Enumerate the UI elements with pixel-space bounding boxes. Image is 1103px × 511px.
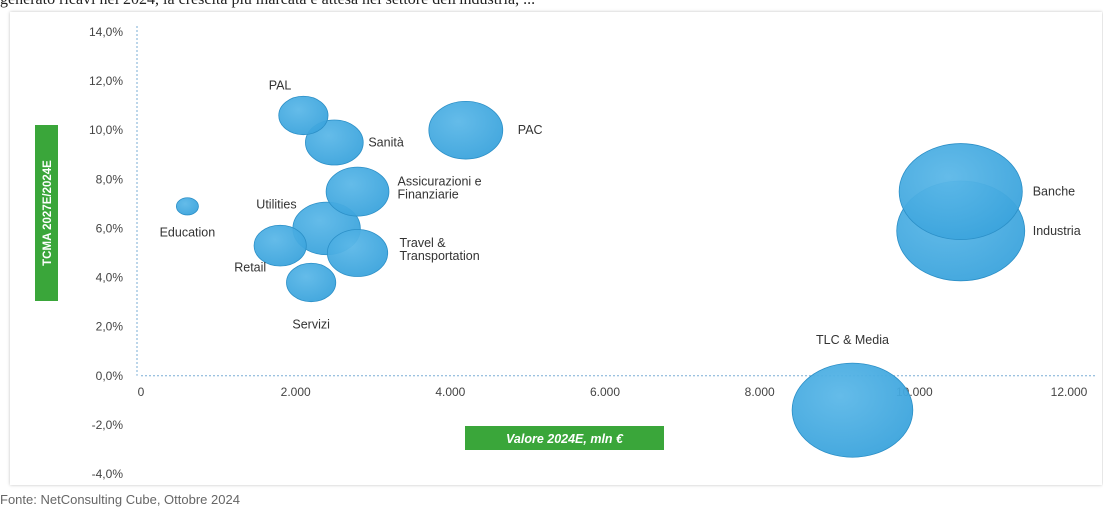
x-tick-label: 12.000 [1051, 385, 1088, 399]
x-tick-label: 2.000 [281, 385, 311, 399]
bubble-label: TLC & Media [816, 333, 889, 347]
bubble-label: Sanità [368, 136, 403, 150]
y-tick-label: 14,0% [89, 25, 123, 39]
caption-strip: generato ricavi nel 2024, la crescita pi… [0, 0, 1103, 12]
bubble-chart: 14,0% 12,0% 10,0% 8,0% 6,0% 4,0% 2,0% 0,0% -2,0%… [35, 25, 1095, 481]
bubble [278, 95, 329, 136]
bubble [286, 262, 337, 303]
bubble-label: Industria [1033, 224, 1081, 238]
bubble-label: Education [160, 225, 216, 239]
bubble-label: Assicurazioni e Finanziarie [398, 175, 482, 202]
y-tick-label: -4,0% [92, 467, 124, 481]
bubble [305, 119, 364, 166]
source-note: Fonte: NetConsulting Cube, Ottobre 2024 [0, 492, 240, 507]
bubble [428, 101, 504, 160]
x-tick-labels: 0 2.000 4.000 6.000 8.000 10.000 12.000 [138, 385, 1088, 399]
x-axis-label: Valore 2024E, mln € [506, 432, 624, 446]
y-tick-labels: 14,0% 12,0% 10,0% 8,0% 6,0% 4,0% 2,0% 0,0% -2,0%… [89, 25, 123, 481]
y-tick-label: 0,0% [96, 369, 124, 383]
y-axis-label: TCMA 2027E/2024E [42, 160, 54, 266]
bubble [253, 224, 307, 267]
x-tick-label: 8.000 [745, 385, 775, 399]
x-tick-label: 6.000 [590, 385, 620, 399]
bubble-label: Utilities [256, 197, 296, 211]
y-tick-label: 2,0% [96, 320, 124, 334]
y-tick-label: 6,0% [96, 221, 124, 235]
bubble-label: Banche [1033, 185, 1075, 199]
bubble [326, 229, 389, 277]
bubble-label: Travel & Transportation [400, 236, 480, 263]
bubble-label: PAC [518, 123, 543, 137]
y-tick-label: 4,0% [96, 271, 124, 285]
bubble-label: Servizi [292, 317, 330, 331]
caption-text: generato ricavi nel 2024, la crescita pi… [0, 0, 535, 9]
x-tick-label: 4.000 [435, 385, 465, 399]
bubble [175, 197, 199, 216]
y-axis-badge: TCMA 2027E/2024E [35, 125, 58, 301]
x-axis-badge: Valore 2024E, mln € [465, 426, 664, 450]
x-tick-label: 0 [138, 385, 145, 399]
bubble [325, 166, 390, 217]
y-tick-label: -2,0% [92, 418, 124, 432]
y-tick-label: 8,0% [96, 172, 124, 186]
bubble-series [175, 95, 1026, 458]
chart-panel: 14,0% 12,0% 10,0% 8,0% 6,0% 4,0% 2,0% 0,0% -2,0%… [10, 12, 1102, 485]
y-tick-label: 10,0% [89, 123, 123, 137]
bubble [898, 143, 1023, 241]
y-tick-label: 12,0% [89, 74, 123, 88]
bubble [791, 362, 914, 458]
bubble-label: PAL [269, 78, 292, 92]
bubble-labels: PAL Sanità PAC Assicurazioni e Finanziarie Ed… [160, 78, 1081, 347]
bubble-label: Retail [234, 261, 266, 275]
